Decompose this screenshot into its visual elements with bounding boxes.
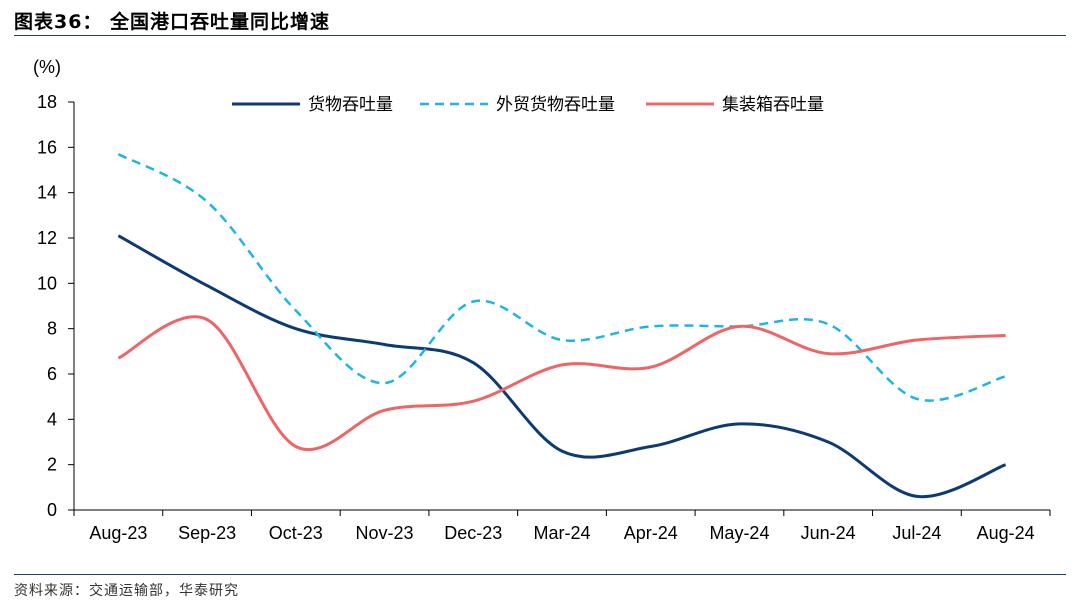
legend: 货物吞吐量 外贸货物吞吐量 集装箱吞吐量 (232, 95, 824, 115)
series-line-3 (117, 315, 1006, 451)
y-tick-label: 12 (37, 228, 57, 248)
y-tick-label: 0 (47, 500, 57, 520)
y-tick-label: 18 (37, 92, 57, 112)
title-rule (14, 35, 1066, 36)
legend-label: 货物吞吐量 (308, 95, 393, 115)
y-tick-label: 8 (47, 319, 57, 339)
x-tick-label: May-24 (709, 523, 769, 543)
y-tick-label: 4 (47, 409, 57, 429)
series-line-2 (117, 153, 1006, 402)
y-tick-label: 2 (47, 455, 57, 475)
x-tick-label: Oct-23 (269, 523, 323, 543)
y-unit-label: (%) (33, 57, 61, 77)
legend-label: 外贸货物吞吐量 (496, 95, 615, 115)
x-tick-label: Jul-24 (892, 523, 941, 543)
y-tick-label: 14 (37, 183, 57, 203)
source-note: 资料来源：交通运输部，华泰研究 (14, 583, 239, 599)
series-lines (117, 153, 1007, 499)
legend-label: 集装箱吞吐量 (722, 95, 824, 115)
x-tick-label: Aug-23 (89, 523, 147, 543)
x-tick-label: Jun-24 (801, 523, 856, 543)
x-tick-label: Mar-24 (533, 523, 590, 543)
y-tick-label: 10 (37, 273, 57, 293)
series-line-1 (117, 234, 1007, 499)
x-tick-label: Apr-24 (624, 523, 678, 543)
axes: 0 2 4 6 8 10 12 14 16 18 Aug-23 Sep-23 Oct-23 Nov-23 D… (37, 92, 1051, 543)
chart-title: 图表36： 全国港口吞吐量同比增速 (14, 11, 331, 33)
x-tick-label: Dec-23 (444, 523, 502, 543)
x-tick-label: Aug-24 (977, 523, 1035, 543)
y-tick-label: 6 (47, 364, 57, 384)
footer-rule (14, 574, 1066, 575)
y-tick-label: 16 (37, 137, 57, 157)
x-tick-label: Nov-23 (356, 523, 414, 543)
x-tick-label: Sep-23 (178, 523, 236, 543)
